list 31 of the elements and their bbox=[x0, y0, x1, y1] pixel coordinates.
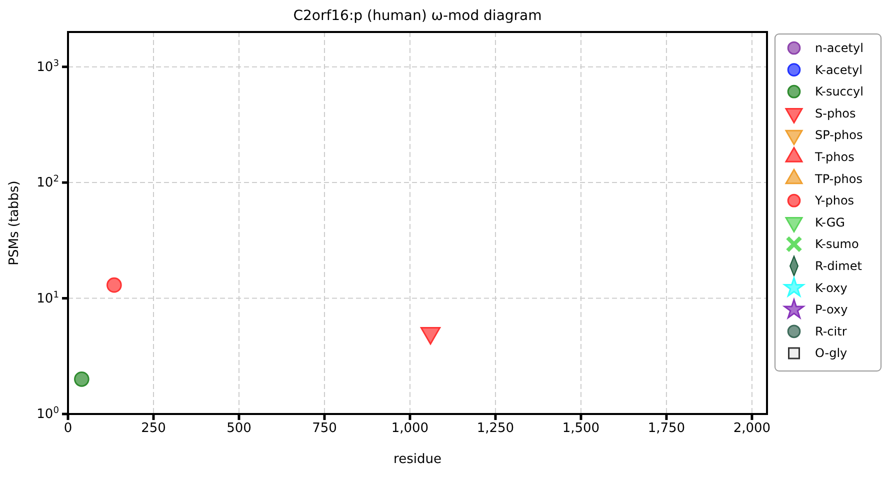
legend-label: S-phos bbox=[815, 106, 856, 120]
y-tick-label: 10$^{0}$ bbox=[36, 406, 60, 422]
legend-label: P-oxy bbox=[815, 302, 848, 317]
legend-label: K-oxy bbox=[815, 280, 848, 295]
legend-label: K-acetyl bbox=[815, 62, 862, 77]
legend-label: TP-phos bbox=[814, 172, 862, 186]
chart-title: C2orf16:p (human) ω-mod diagram bbox=[293, 8, 542, 24]
y-tick-label: 10$^{3}$ bbox=[36, 58, 60, 75]
x-tick-label: 1,500 bbox=[562, 421, 600, 436]
legend-label: Y-phos bbox=[814, 194, 854, 208]
legend-label: K-GG bbox=[815, 215, 845, 230]
legend-label: R-dimet bbox=[815, 259, 862, 273]
legend-label: K-sumo bbox=[815, 237, 859, 252]
x-axis-title: residue bbox=[394, 452, 442, 467]
y-tick-label: 10$^{2}$ bbox=[36, 174, 59, 191]
x-tick-label: 500 bbox=[226, 421, 252, 436]
x-tick-label: 1,250 bbox=[476, 421, 514, 436]
legend-label: R-citr bbox=[815, 324, 847, 338]
x-tick-label: 0 bbox=[64, 421, 72, 436]
y-axis-title: PSMs (tabbs) bbox=[7, 180, 22, 266]
y-tick-label: 10$^{1}$ bbox=[36, 290, 59, 306]
legend-label: O-gly bbox=[815, 346, 848, 360]
x-tick-label: 1,000 bbox=[391, 421, 429, 436]
legend-label: T-phos bbox=[814, 150, 854, 164]
x-tick-label: 250 bbox=[141, 421, 166, 436]
legend-label: K-succyl bbox=[815, 84, 864, 99]
x-tick-label: 2,000 bbox=[733, 421, 771, 436]
x-tick-label: 750 bbox=[312, 421, 337, 436]
legend-label: SP-phos bbox=[815, 128, 863, 142]
legend-label: n-acetyl bbox=[815, 41, 864, 55]
x-tick-label: 1,750 bbox=[648, 421, 686, 436]
